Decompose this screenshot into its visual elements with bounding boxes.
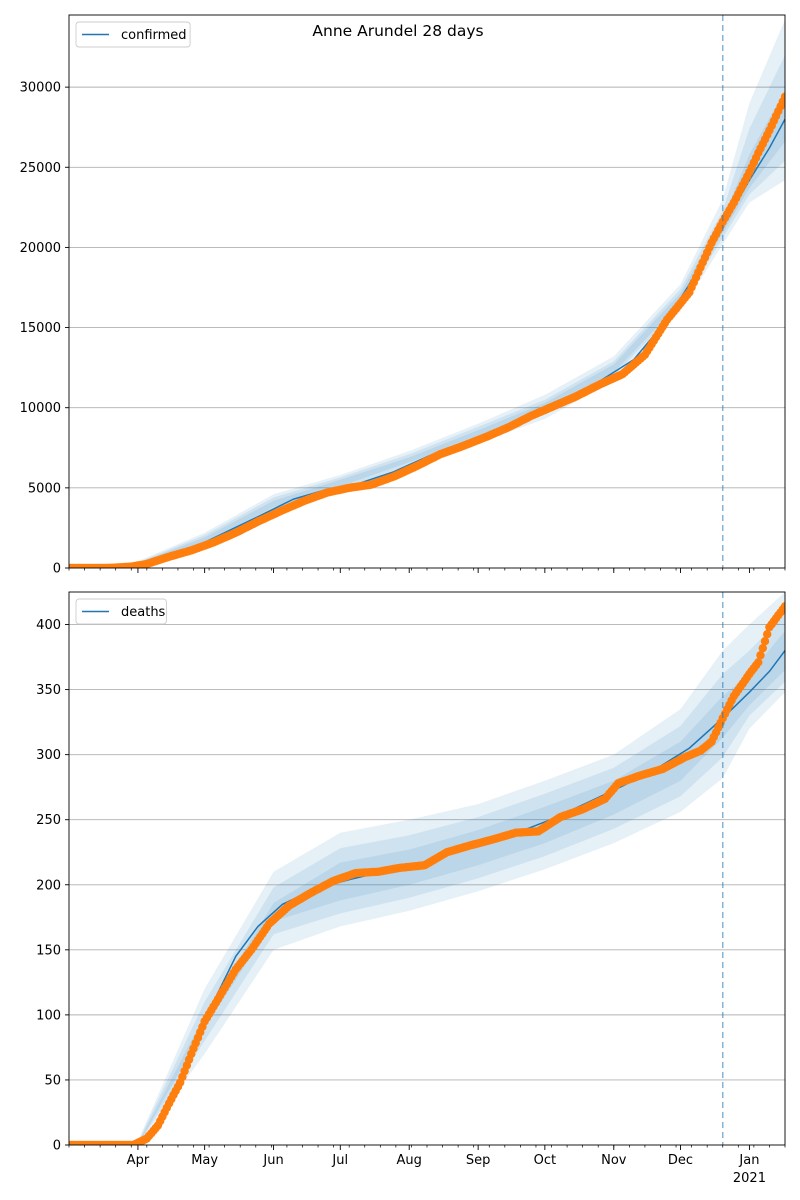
x-tick-label: May xyxy=(191,1153,218,1168)
y-tick-label: 25000 xyxy=(20,161,61,176)
model-line xyxy=(69,118,785,568)
legend-box xyxy=(75,598,167,625)
observed-point xyxy=(780,602,785,611)
x-tick-label: Apr xyxy=(127,1153,150,1168)
y-tick-label: 200 xyxy=(36,878,61,893)
y-tick-label: 300 xyxy=(36,748,61,763)
y-tick-label: 10000 xyxy=(20,401,61,416)
observed-series xyxy=(69,602,785,1145)
chart-title: Anne Arundel 28 days xyxy=(312,22,483,40)
y-tick-label: 50 xyxy=(44,1073,61,1088)
legend-label: confirmed xyxy=(121,28,187,43)
x-tick-label: Jan xyxy=(738,1153,759,1168)
plot-area xyxy=(69,19,785,568)
observed-point xyxy=(758,644,767,653)
x-tick-label: Oct xyxy=(534,1153,556,1168)
observed-point xyxy=(763,630,772,639)
x-tick-label: Dec xyxy=(668,1153,693,1168)
observed-series xyxy=(69,92,785,568)
y-tick-label: 30000 xyxy=(20,81,61,96)
x-tick-label: Aug xyxy=(397,1153,422,1168)
y-tick-label: 20000 xyxy=(20,241,61,256)
x-tick-sublabel: 2021 xyxy=(733,1171,766,1186)
legend-label: deaths xyxy=(121,605,166,620)
y-tick-label: 400 xyxy=(36,618,61,633)
x-tick-label: Sep xyxy=(466,1153,491,1168)
y-tick-label: 100 xyxy=(36,1008,61,1023)
confirmed-panel: 0 5000 10000 15000 20000 25000 30000 confirmed xyxy=(20,14,786,577)
legend-box xyxy=(75,21,191,48)
observed-point xyxy=(754,658,763,667)
band-middle xyxy=(69,614,785,1145)
observed-point xyxy=(760,637,770,646)
y-tick-label: 150 xyxy=(36,943,61,958)
band-inner xyxy=(69,90,785,568)
y-tick-label: 0 xyxy=(53,1139,61,1154)
y-tick-label: 250 xyxy=(36,813,61,828)
x-tick-label: Jun xyxy=(262,1153,283,1168)
deaths-panel: 0 50 100 150 200 250 300 350 400 Apr May Jun Jul Aug S… xyxy=(36,591,786,1186)
plot-area xyxy=(69,592,785,1145)
y-tick-label: 5000 xyxy=(28,481,61,496)
y-tick-label: 15000 xyxy=(20,321,61,336)
x-tick-label: Nov xyxy=(601,1153,627,1168)
observed-point xyxy=(780,92,785,101)
y-tick-label: 0 xyxy=(53,562,61,577)
observed-point xyxy=(756,651,765,660)
x-tick-label: Jul xyxy=(331,1153,348,1168)
y-tick-label: 350 xyxy=(36,683,61,698)
